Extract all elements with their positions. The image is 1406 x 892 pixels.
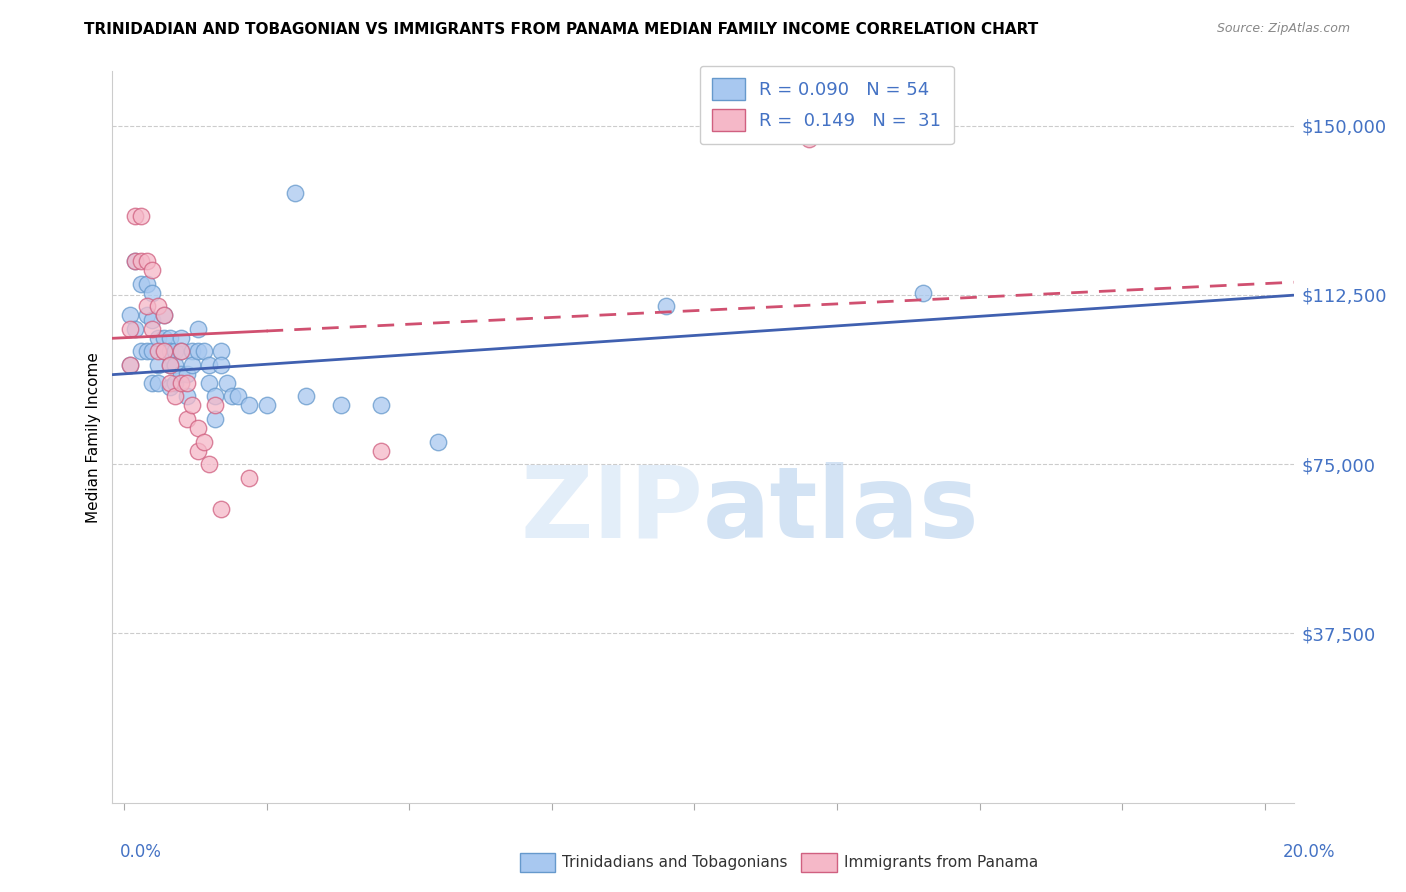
Point: [193, 434, 215, 449]
Point: [153, 344, 176, 359]
Point: [238, 399, 260, 413]
Point: [153, 344, 176, 359]
Point: [170, 344, 193, 359]
Point: [146, 331, 169, 345]
Point: [204, 389, 226, 403]
Y-axis label: Median Family Income: Median Family Income: [86, 351, 101, 523]
Point: [198, 376, 221, 390]
Point: [165, 344, 187, 359]
Point: [165, 376, 187, 390]
Point: [187, 344, 209, 359]
Point: [176, 389, 198, 403]
Point: [204, 399, 226, 413]
Point: [215, 376, 238, 390]
Point: [797, 132, 820, 146]
Point: [141, 312, 163, 326]
Text: Source: ZipAtlas.com: Source: ZipAtlas.com: [1216, 22, 1350, 36]
Point: [146, 358, 169, 372]
Point: [198, 358, 221, 372]
Point: [209, 358, 232, 372]
Point: [284, 186, 307, 201]
Point: [226, 389, 249, 403]
Point: [911, 285, 934, 300]
Point: [141, 285, 163, 300]
Point: [135, 308, 157, 322]
Point: [187, 443, 209, 458]
Point: [146, 376, 169, 390]
Point: [159, 358, 181, 372]
Point: [170, 376, 193, 390]
Point: [295, 389, 318, 403]
Point: [181, 399, 204, 413]
Point: [426, 434, 449, 449]
Point: [124, 254, 146, 268]
Point: [370, 443, 392, 458]
Point: [204, 412, 226, 426]
Point: [165, 389, 187, 403]
Point: [181, 344, 204, 359]
Point: [209, 502, 232, 516]
Text: 0.0%: 0.0%: [120, 843, 162, 861]
Text: Trinidadians and Tobagonians: Trinidadians and Tobagonians: [562, 855, 787, 870]
Point: [170, 344, 193, 359]
Text: ZIP: ZIP: [520, 462, 703, 558]
Point: [146, 299, 169, 313]
Point: [153, 308, 176, 322]
Point: [118, 358, 141, 372]
Point: [159, 331, 181, 345]
Text: 20.0%: 20.0%: [1284, 843, 1336, 861]
Point: [153, 308, 176, 322]
Point: [118, 358, 141, 372]
Point: [146, 344, 169, 359]
Point: [193, 344, 215, 359]
Point: [187, 322, 209, 336]
Point: [124, 209, 146, 223]
Point: [176, 376, 198, 390]
Point: [141, 344, 163, 359]
Point: [135, 254, 157, 268]
Point: [209, 344, 232, 359]
Point: [221, 389, 243, 403]
Text: TRINIDADIAN AND TOBAGONIAN VS IMMIGRANTS FROM PANAMA MEDIAN FAMILY INCOME CORREL: TRINIDADIAN AND TOBAGONIAN VS IMMIGRANTS…: [84, 22, 1039, 37]
Point: [129, 277, 152, 291]
Point: [655, 299, 678, 313]
Point: [129, 254, 152, 268]
Text: atlas: atlas: [703, 462, 980, 558]
Point: [118, 308, 141, 322]
Point: [370, 399, 392, 413]
Point: [176, 367, 198, 381]
Point: [141, 376, 163, 390]
Point: [198, 457, 221, 471]
Point: [170, 367, 193, 381]
Point: [170, 331, 193, 345]
Point: [135, 277, 157, 291]
Point: [129, 344, 152, 359]
Point: [129, 209, 152, 223]
Point: [124, 322, 146, 336]
Point: [124, 254, 146, 268]
Point: [159, 380, 181, 394]
Point: [176, 412, 198, 426]
Point: [159, 344, 181, 359]
Point: [141, 263, 163, 277]
Legend: R = 0.090   N = 54, R =  0.149   N =  31: R = 0.090 N = 54, R = 0.149 N = 31: [700, 66, 953, 145]
Point: [141, 322, 163, 336]
Point: [159, 376, 181, 390]
Point: [159, 358, 181, 372]
Point: [187, 421, 209, 435]
Text: Immigrants from Panama: Immigrants from Panama: [844, 855, 1038, 870]
Point: [135, 344, 157, 359]
Point: [238, 471, 260, 485]
Point: [329, 399, 352, 413]
Point: [118, 322, 141, 336]
Point: [135, 299, 157, 313]
Point: [165, 358, 187, 372]
Point: [181, 358, 204, 372]
Point: [256, 399, 278, 413]
Point: [153, 331, 176, 345]
